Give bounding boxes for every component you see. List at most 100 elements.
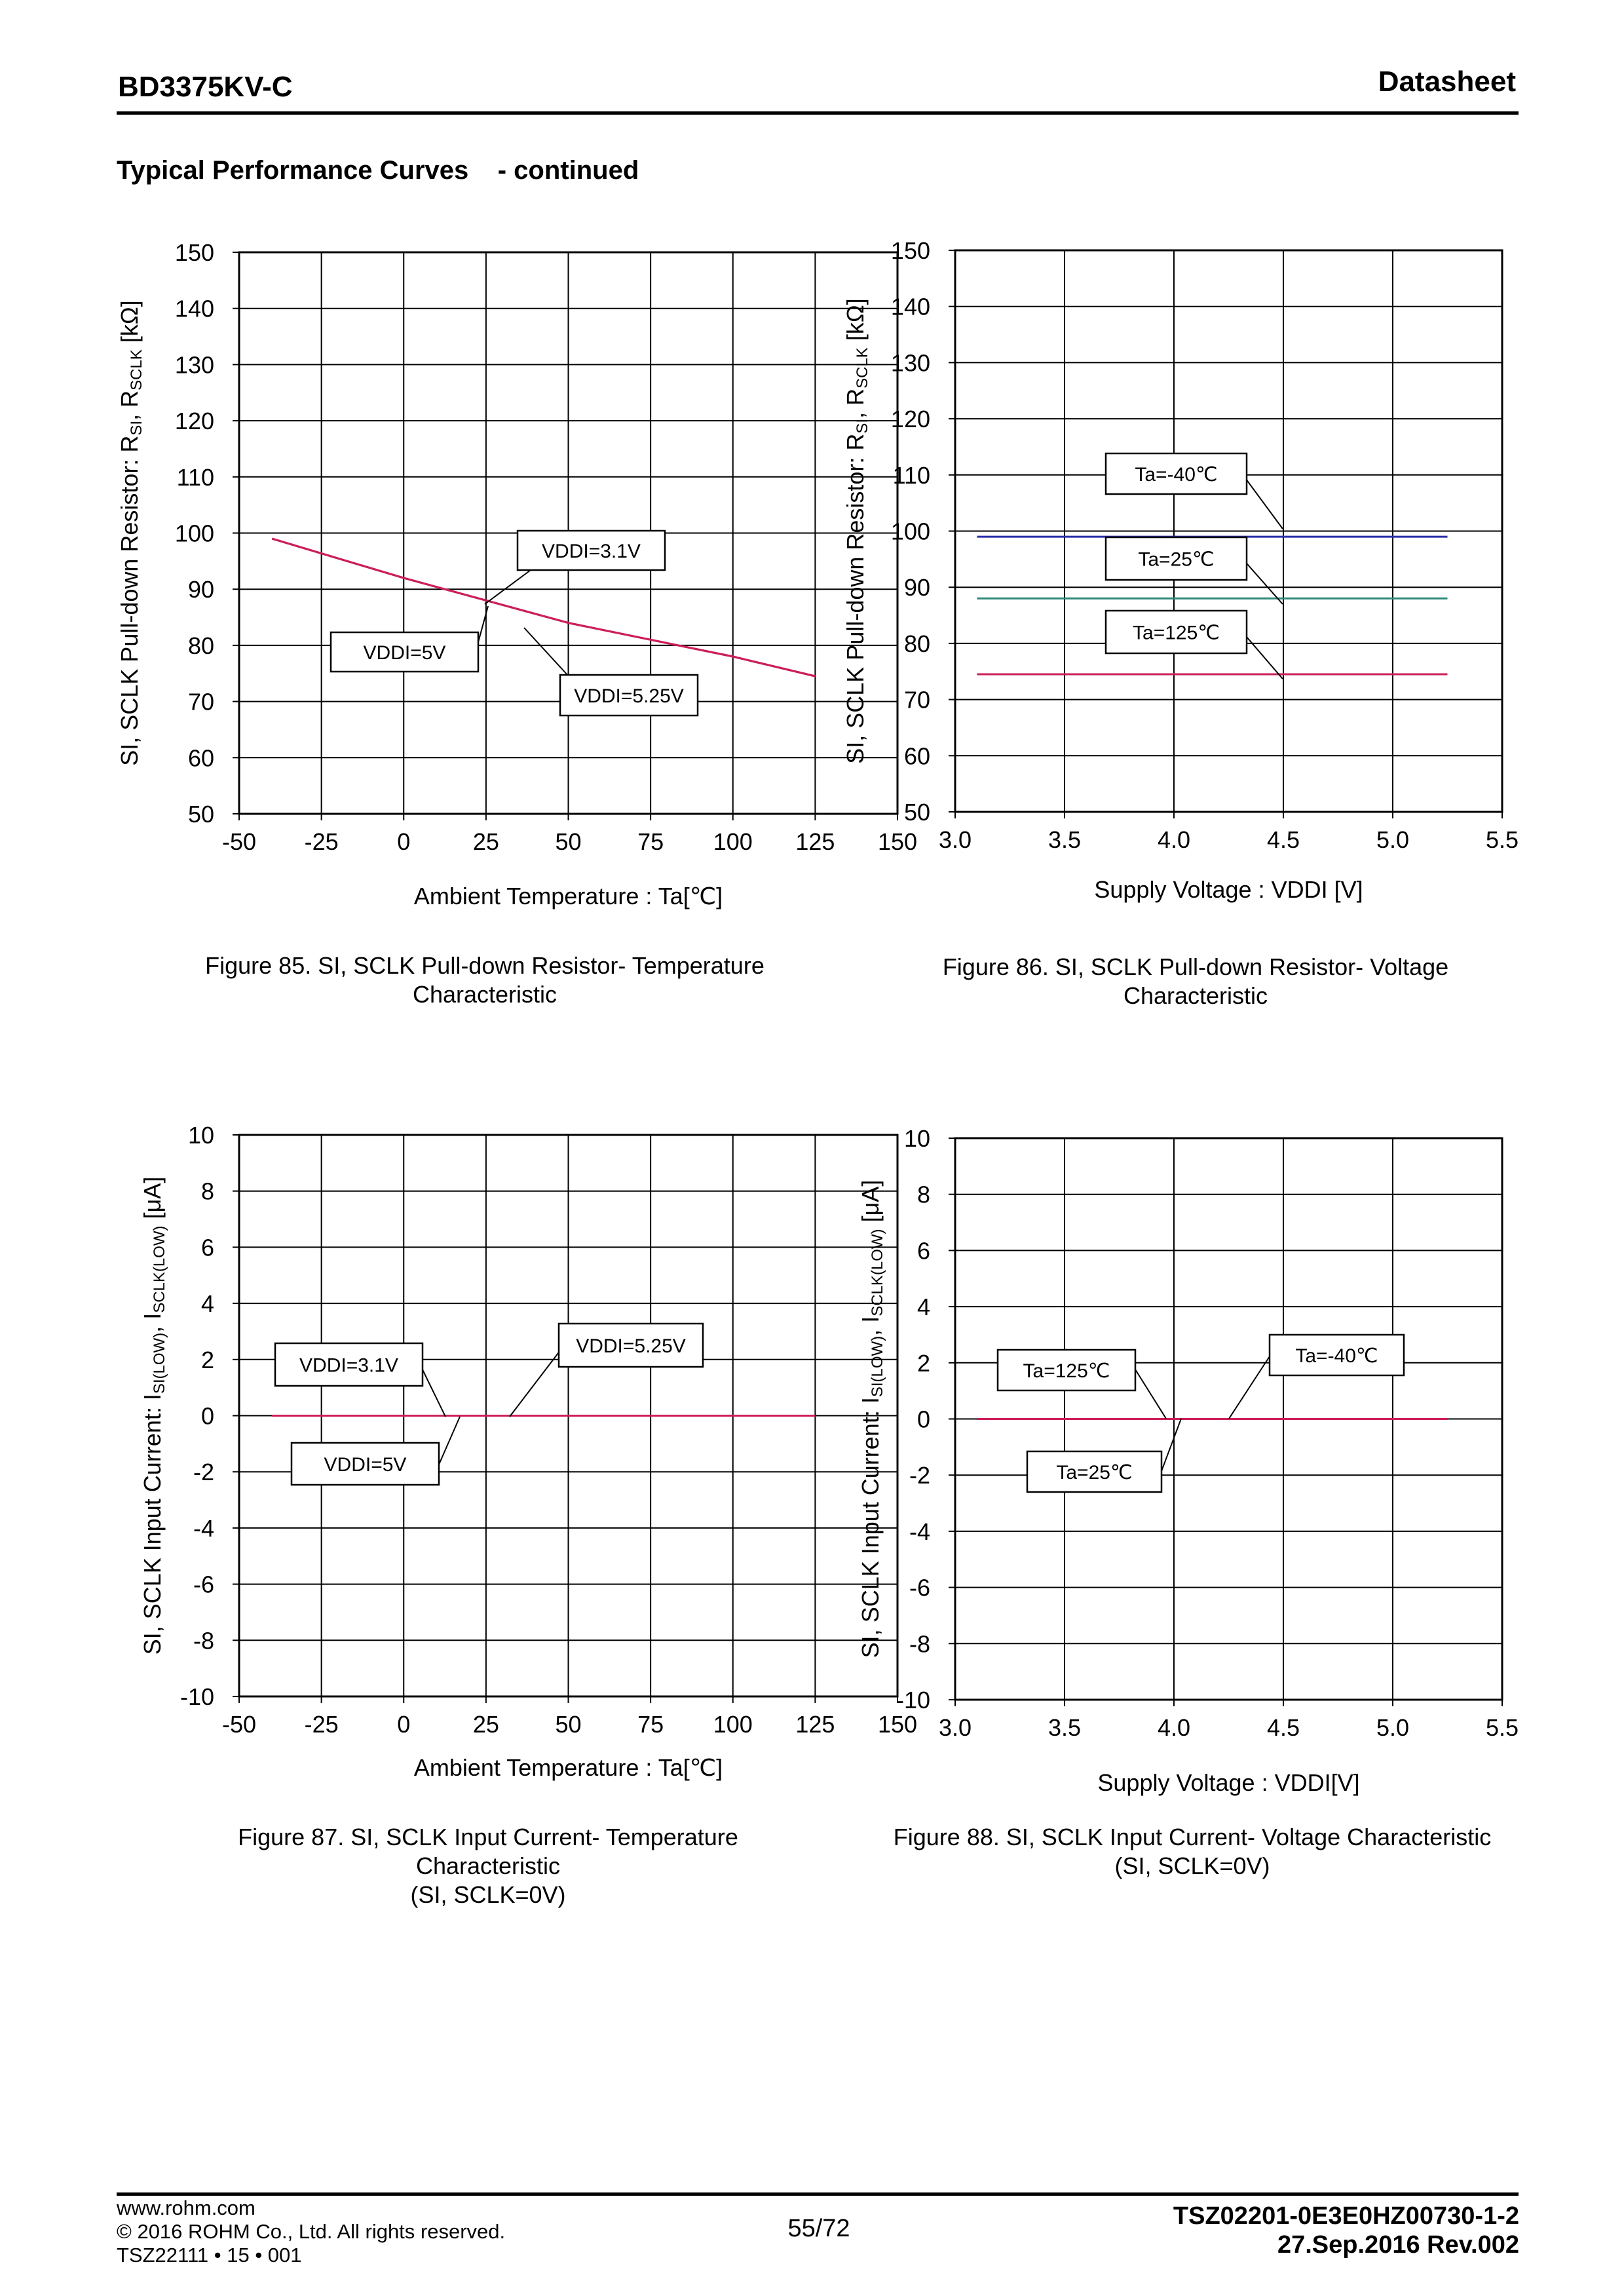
y-axis-subscript: SCLK [128,349,145,391]
footer-rule [117,2192,1519,2196]
footer-left: www.rohm.com © 2016 ROHM Co., Ltd. All r… [117,2196,505,2267]
y-tick-label: -10 [896,1687,930,1713]
x-tick-label: 75 [637,828,664,855]
y-tick-label: -10 [180,1683,214,1710]
y-axis-label-part: [kΩ] [116,300,143,349]
y-tick-label: 8 [917,1181,930,1208]
x-tick-label: 4.0 [1158,826,1190,853]
y-tick-label: 0 [917,1406,930,1433]
y-tick-label: 90 [904,574,930,601]
header-rule [117,111,1519,115]
y-axis-subscript: SCLK(LOW) [869,1229,886,1316]
annotation-box [1105,609,1248,655]
x-tick-label: 100 [713,828,753,855]
annotation-box [559,674,699,717]
x-tick-label: 5.0 [1376,1714,1409,1741]
y-tick-label: 2 [201,1347,214,1373]
x-tick-label: 3.5 [1048,1714,1081,1741]
y-tick-label: 90 [188,576,214,603]
annotation-leader [523,627,569,677]
annotation-box [996,1349,1137,1392]
y-tick-label: -4 [909,1518,930,1545]
caption-line: Characteristic [412,981,557,1008]
caption-line: Characteristic [415,1852,561,1879]
x-tick-label: 25 [473,1711,499,1738]
plot-frame [238,251,899,815]
x-tick-label: 50 [555,1711,581,1738]
x-tick-label: -50 [222,828,256,855]
y-axis-label-part: SI, SCLK Input Current: I [857,1397,884,1658]
x-tick-label: 5.0 [1376,826,1409,853]
y-tick-label: 50 [188,801,214,828]
y-tick-label: 120 [891,406,930,432]
y-tick-label: 70 [904,687,930,714]
y-axis-subscript: SI [128,421,145,436]
y-axis-subscript: SI(LOW) [151,1333,168,1394]
annotation-box [1026,1450,1163,1493]
x-tick-label: 150 [878,1711,917,1738]
caption-line: Figure 88. SI, SCLK Input Current- Volta… [893,1824,1492,1850]
y-tick-label: 130 [891,349,930,376]
annotation-label: Ta=-40℃ [1295,1345,1378,1367]
plot-frame [238,1134,899,1698]
y-axis-label-part: , I [857,1316,884,1336]
doc-number: TSZ02201-0E3E0HZ00730-1-2 [1173,2202,1519,2230]
footer-url: www.rohm.com [117,2196,255,2219]
x-tick-label: 0 [397,828,410,855]
x-tick-label: 4.5 [1267,1714,1300,1741]
annotation-leader [1241,558,1283,605]
y-tick-label: 6 [917,1237,930,1264]
y-tick-label: 110 [177,464,214,491]
y-tick-label: 60 [904,742,930,769]
x-tick-label: -25 [305,828,339,855]
footer-form-code: TSZ22111 • 15 • 001 [117,2244,302,2267]
y-tick-label: 150 [175,239,214,266]
series-line [271,537,816,678]
y-tick-label: -4 [193,1515,214,1542]
x-tick-label: 50 [555,828,581,855]
annotation-label: Ta=125℃ [1133,622,1220,644]
annotation-label: VDDI=3.1V [299,1355,398,1377]
x-tick-label: 150 [878,828,917,855]
annotation-leader [1228,1356,1270,1419]
annotation-box [330,631,480,673]
footer-copyright: © 2016 ROHM Co., Ltd. All rights reserve… [117,2220,506,2243]
y-tick-label: -6 [193,1571,214,1598]
annotation-label: Ta=25℃ [1056,1462,1132,1483]
y-axis-label: SI, SCLK Pull-down Resistor: RSI, RSCLK … [842,298,871,764]
y-axis-label: SI, SCLK Input Current: ISI(LOW), ISCLK(… [857,1180,886,1658]
x-tick-label: 5.5 [1486,1714,1519,1741]
section-title: Typical Performance Curves - continued [117,156,639,185]
annotation-label: VDDI=3.1V [542,541,641,562]
annotation-label: Ta=125℃ [1023,1360,1110,1382]
y-tick-label: -8 [193,1627,214,1654]
annotation-label: VDDI=5.25V [576,1335,686,1357]
y-tick-label: 140 [891,294,930,320]
annotation-box [557,1322,704,1368]
annotation-label: VDDI=5.25V [574,685,684,707]
figure-86-caption: Figure 86. SI, SCLK Pull-down Resistor- … [868,953,1523,1010]
plot-frame [954,249,1503,813]
y-tick-label: 10 [188,1122,214,1149]
x-tick-label: 3.0 [939,1714,972,1741]
x-tick-label: 4.0 [1158,1714,1190,1741]
y-tick-label: -8 [909,1630,930,1657]
y-tick-label: 2 [917,1350,930,1377]
y-axis-label-part: [kΩ] [842,298,869,347]
y-axis-subscript: SI(LOW) [869,1336,886,1397]
caption-line: Characteristic [1123,982,1268,1009]
date-revision: 27.Sep.2016 Rev.002 [1277,2231,1519,2259]
y-axis-label-part: [μA] [139,1177,166,1226]
y-tick-label: 130 [175,351,214,378]
x-tick-label: 100 [713,1711,753,1738]
y-tick-label: 4 [201,1290,214,1317]
y-axis-label-part: SI, SCLK Pull-down Resistor: R [116,436,143,766]
y-tick-label: 140 [175,296,214,322]
x-tick-label: -25 [305,1711,339,1738]
y-axis-label-text: SI, SCLK Input Current: ISI(LOW), ISCLK(… [857,1180,886,1658]
x-axis-label: Ambient Temperature : Ta[℃] [414,1754,723,1781]
chart-svg: 3.0 3.5 4.0 4.5 5.0 5.5 50 60 70 80 90 100 110 120 130… [842,237,1519,903]
x-tick-label: 75 [637,1711,664,1738]
annotation-leader [484,569,531,605]
y-axis-label-part: , R [116,391,143,421]
